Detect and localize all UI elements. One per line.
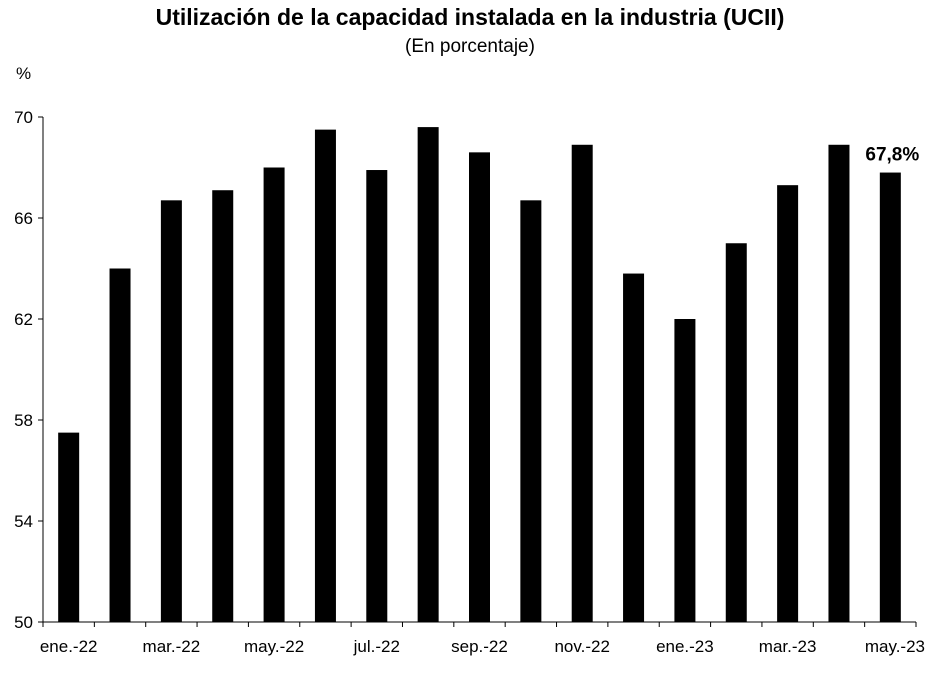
x-tick-label: may.-22 [244,637,304,656]
y-tick-label: 70 [14,108,33,127]
bar-may.-23 [879,172,901,623]
x-tick-label: jul.-22 [353,637,400,656]
y-tick-label: 66 [14,209,33,228]
y-tick-label: 58 [14,411,33,430]
bar-feb.-22 [109,268,131,622]
bar-abr.-23 [828,144,850,622]
y-axis-ticks: 50 54 58 62 66 70 [14,108,43,632]
bar-jul.-22 [366,170,388,622]
data-label-last-bar: 67,8% [865,145,919,166]
bar-mar.-22 [160,200,182,622]
bar-ene.-22 [58,432,80,622]
chart-title: Utilización de la capacidad instalada en… [155,4,785,30]
y-axis-unit-label: % [16,64,31,83]
bar-dic.-22 [623,273,645,622]
x-tick-label: ene.-23 [656,637,714,656]
bar-abr.-22 [212,190,234,622]
bar-ene.-23 [674,319,696,622]
x-tick-label: mar.-22 [143,637,201,656]
y-tick-label: 54 [14,512,33,531]
bars-group [58,127,901,623]
x-tick-label: nov.-22 [554,637,609,656]
y-tick-label: 50 [14,613,33,632]
bar-mar.-23 [777,185,799,623]
bar-oct.-22 [520,200,542,622]
y-tick-label: 62 [14,310,33,329]
x-tick-label: sep.-22 [451,637,508,656]
x-tick-label: may.-23 [865,637,925,656]
x-tick-label: mar.-23 [759,637,817,656]
x-tick-label: ene.-22 [40,637,98,656]
chart-subtitle: (En porcentaje) [405,36,535,57]
bar-sep.-22 [469,152,490,622]
bar-ago.-22 [417,127,439,622]
bar-may.-22 [263,167,285,622]
bar-nov.-22 [571,144,593,622]
x-axis-ticks: ene.-22 mar.-22 may.-22 jul.-22 sep.-22 nov.-… [40,622,925,656]
bar-jun.-22 [314,129,336,622]
bar-feb.-23 [725,243,747,622]
